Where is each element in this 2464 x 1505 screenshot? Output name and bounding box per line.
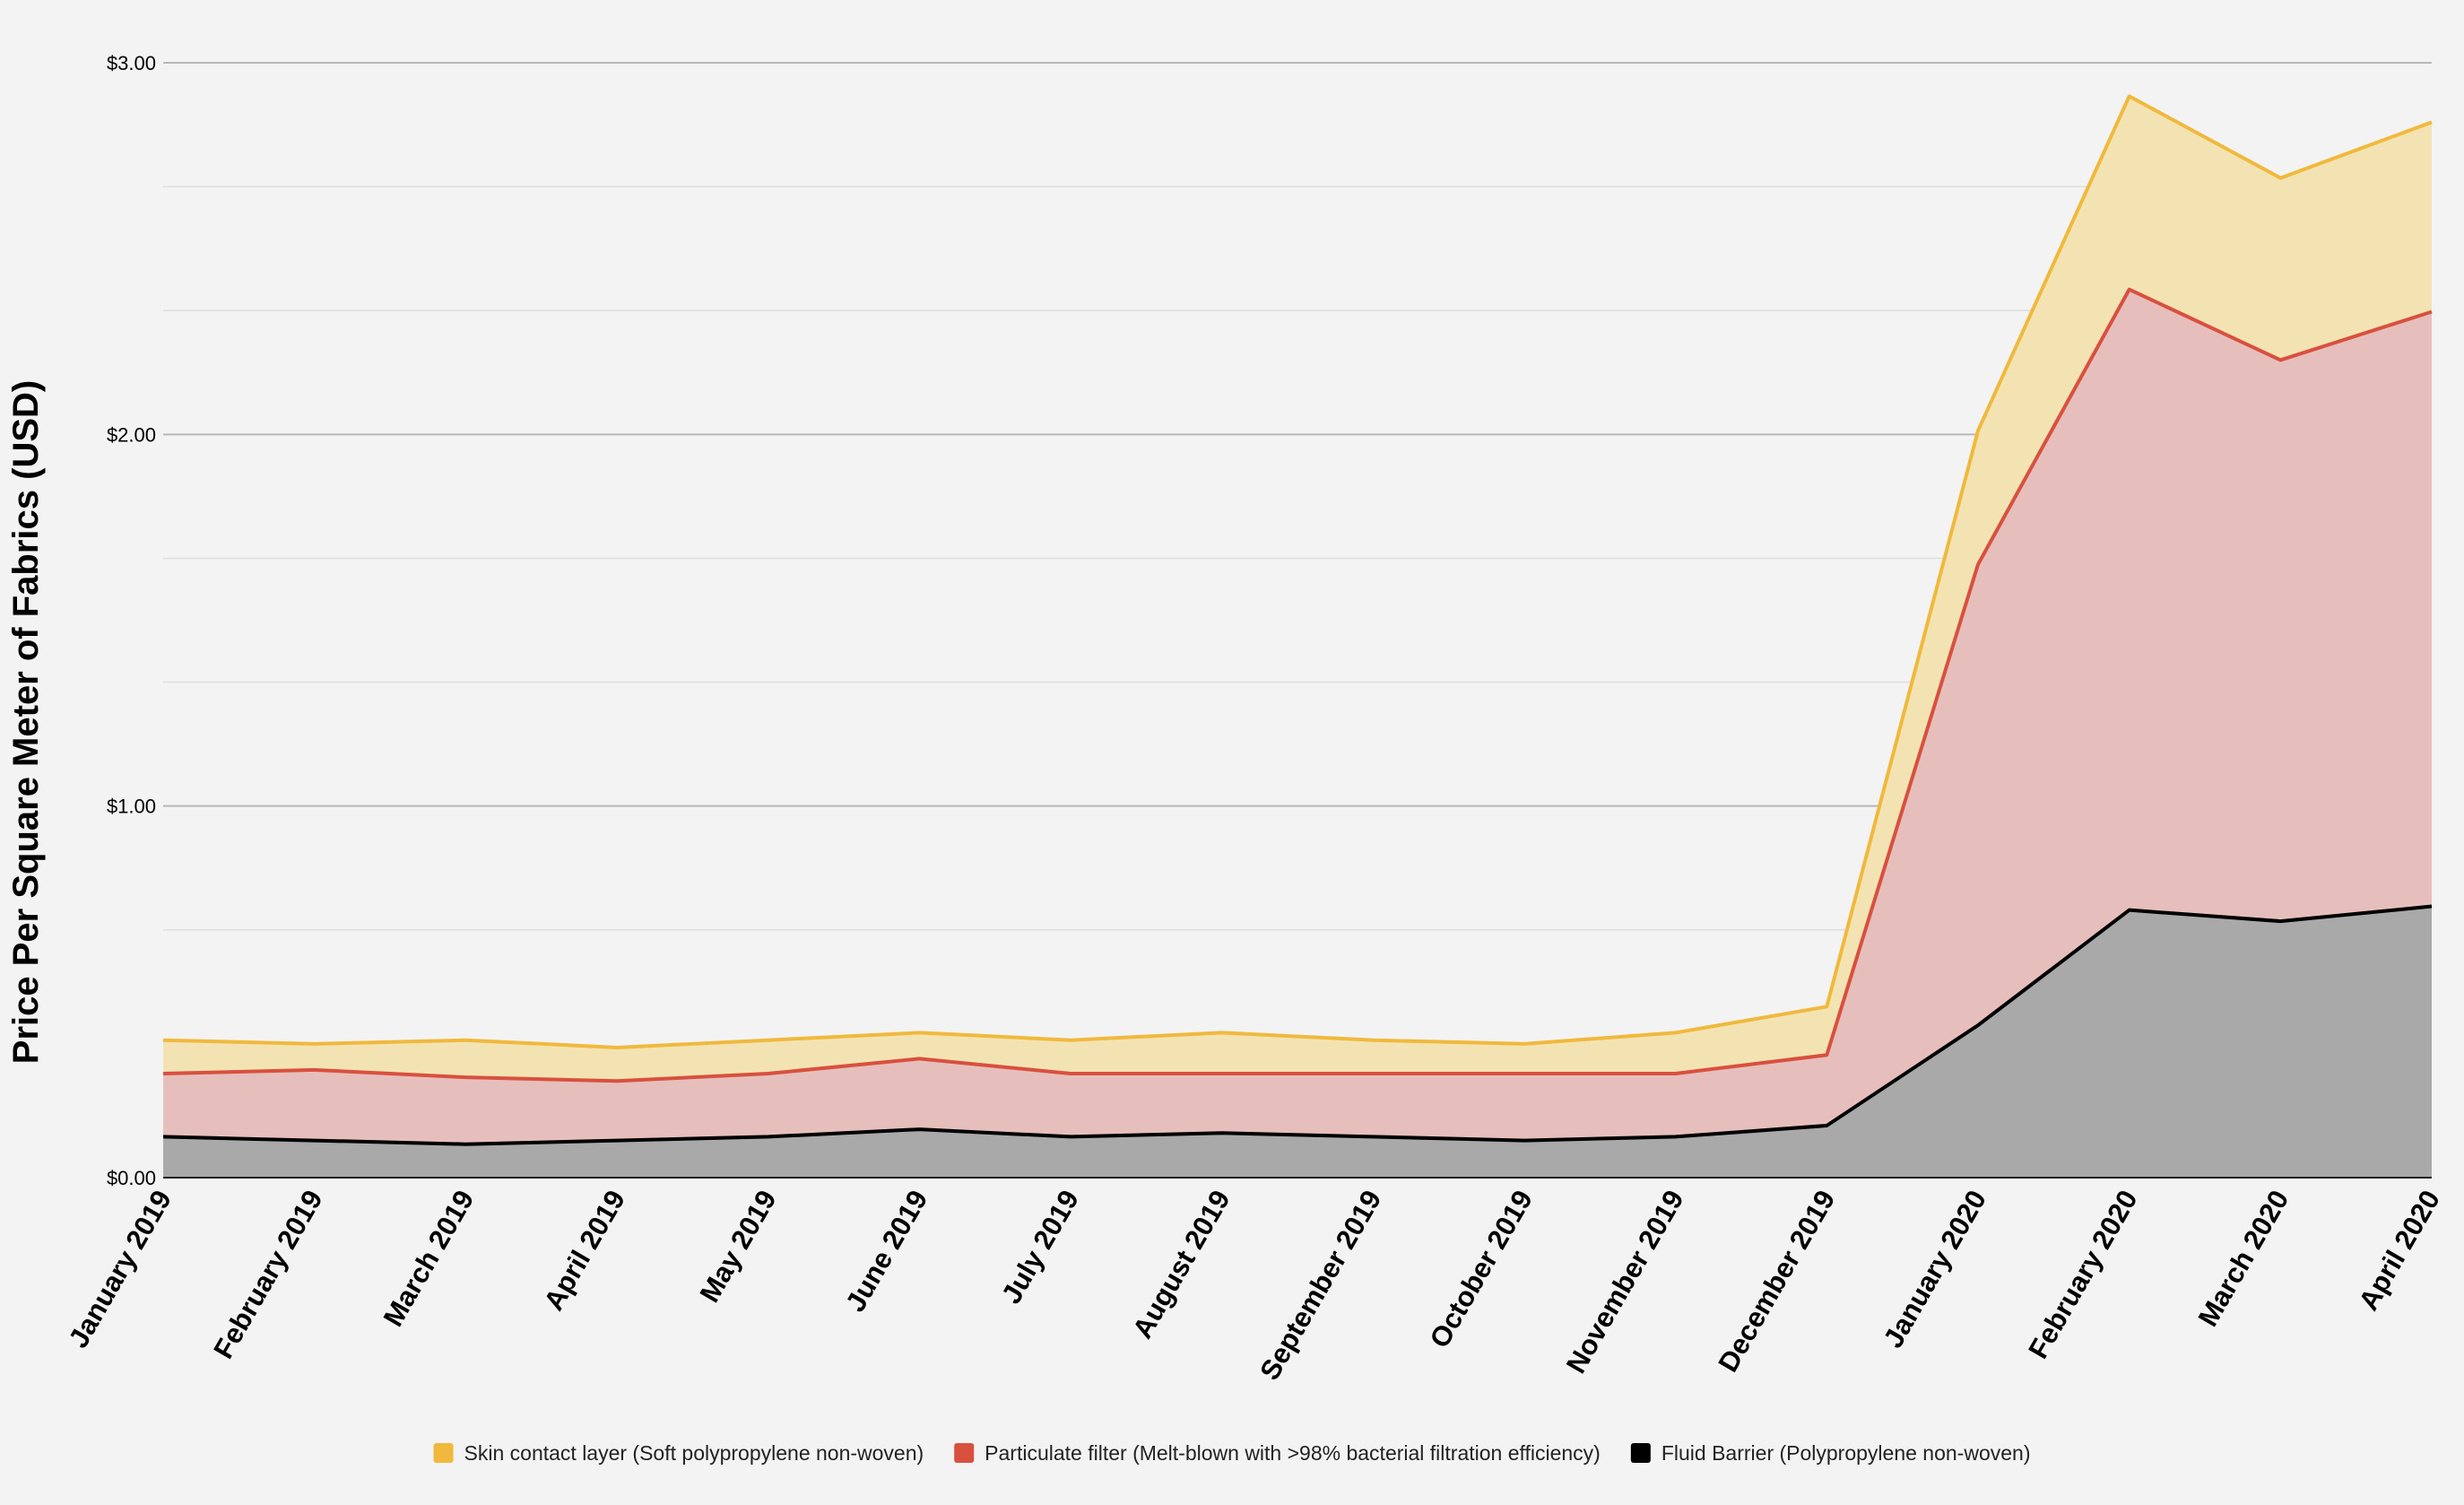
legend-label: Skin contact layer (Soft polypropylene n… <box>464 1441 924 1465</box>
legend-label: Particulate filter (Melt-blown with >98%… <box>985 1441 1601 1465</box>
x-tick-label: June 2019 <box>839 1185 933 1317</box>
series-3-line <box>162 94 2433 1049</box>
legend-item[interactable]: Particulate filter (Melt-blown with >98%… <box>954 1441 1601 1465</box>
gridlines <box>163 62 2432 1055</box>
y-axis-tick-labels: $0.00 $1.00 $2.00 $3.00 <box>107 52 156 1189</box>
series-1-line <box>162 904 2433 1146</box>
x-tick-label: July 2019 <box>995 1185 1085 1309</box>
x-tick-label: January 2020 <box>1878 1185 1993 1353</box>
x-tick-label: March 2019 <box>377 1185 481 1332</box>
x-tick-label: February 2020 <box>2022 1185 2143 1364</box>
y-axis-title: Price Per Square Meter of Fabrics (USD) <box>6 380 46 1064</box>
series-3-area <box>163 96 2432 1082</box>
x-axis-tick-labels: January 2019 February 2019 March 2019 April… <box>63 1185 2447 1385</box>
legend-item[interactable]: Skin contact layer (Soft polypropylene n… <box>433 1441 924 1465</box>
series-1-area <box>163 906 2432 1178</box>
legend-swatch <box>954 1443 975 1463</box>
legend-swatch <box>1630 1443 1651 1463</box>
legend-label: Fluid Barrier (Polypropylene non-woven) <box>1661 1441 2031 1465</box>
x-tick-label: April 2019 <box>538 1185 631 1316</box>
x-tick-label: September 2019 <box>1254 1185 1387 1385</box>
legend-item[interactable]: Fluid Barrier (Polypropylene non-woven) <box>1630 1441 2031 1465</box>
legend-swatch <box>433 1443 454 1463</box>
x-tick-label: March 2020 <box>2192 1185 2295 1332</box>
x-tick-label: December 2019 <box>1712 1185 1841 1378</box>
x-tick-label: January 2019 <box>63 1185 178 1353</box>
line-series-group <box>162 94 2433 1146</box>
x-tick-label: August 2019 <box>1126 1185 1236 1344</box>
x-tick-label: October 2019 <box>1424 1185 1540 1353</box>
y-tick-label: $3.00 <box>107 52 156 74</box>
y-tick-label: $1.00 <box>107 796 156 818</box>
series-2-area <box>163 289 2432 1144</box>
x-tick-label: February 2019 <box>207 1185 328 1364</box>
x-tick-label: November 2019 <box>1560 1185 1690 1379</box>
area-series-group <box>163 96 2432 1178</box>
y-tick-label: $2.00 <box>107 423 156 446</box>
x-tick-label: May 2019 <box>693 1185 782 1308</box>
x-tick-label: April 2020 <box>2353 1185 2446 1316</box>
series-2-line <box>162 287 2433 1083</box>
y-tick-label: $0.00 <box>107 1167 156 1189</box>
legend[interactable]: Skin contact layer (Soft polypropylene n… <box>433 1441 2031 1465</box>
